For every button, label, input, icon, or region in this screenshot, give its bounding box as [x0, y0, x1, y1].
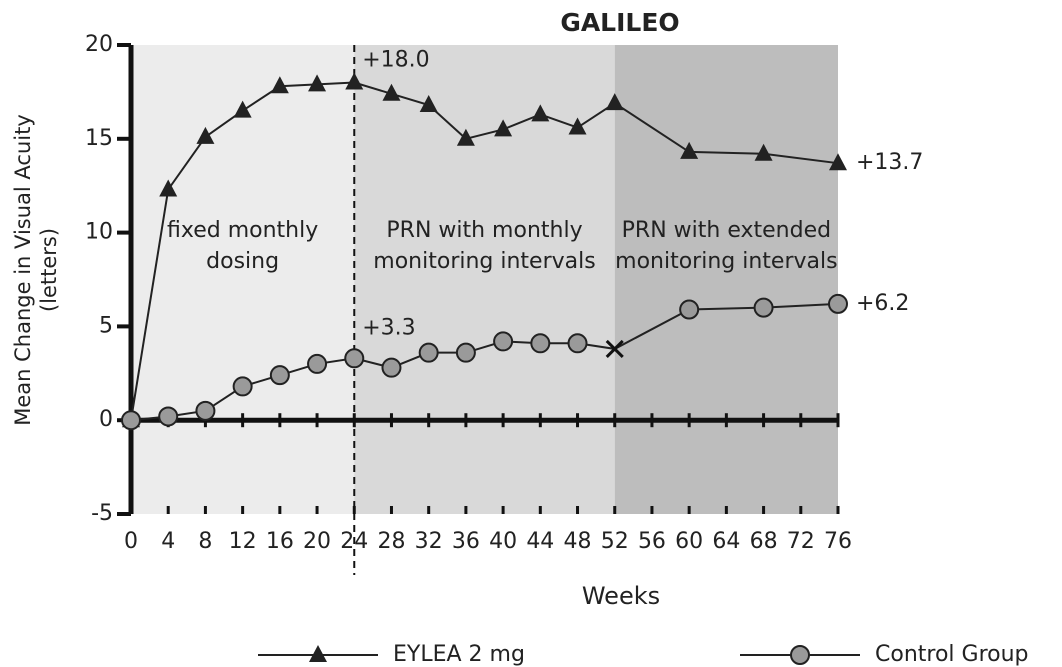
x-tick-label: 12: [229, 529, 257, 554]
region-label: fixed monthly: [167, 218, 318, 243]
legend-label: EYLEA 2 mg: [393, 642, 525, 667]
y-axis-label-line: (letters): [37, 228, 61, 312]
x-tick-label: 52: [601, 529, 629, 554]
marker-triangle: [419, 95, 438, 113]
annotation: +6.2: [856, 291, 909, 316]
legend-label: Control Group: [875, 642, 1029, 667]
region: [354, 45, 615, 514]
marker-triangle: [159, 179, 178, 197]
marker-triangle: [754, 143, 773, 161]
x-tick-label: 8: [198, 529, 212, 554]
marker-triangle: [829, 153, 847, 171]
marker-triangle: [680, 141, 699, 159]
y-tick-label: 20: [85, 32, 113, 57]
x-tick-label: 36: [452, 529, 480, 554]
x-tick-label: 28: [377, 529, 405, 554]
x-tick-label: 16: [266, 529, 294, 554]
marker-triangle: [494, 119, 513, 137]
marker-circle: [381, 357, 402, 378]
marker-circle: [158, 406, 179, 427]
marker-triangle: [308, 74, 327, 92]
region-label: PRN with extended: [622, 218, 831, 243]
marker-circle: [753, 297, 774, 318]
x-tick-label: 72: [787, 529, 815, 554]
marker-circle: [828, 293, 848, 314]
marker-triangle: [382, 83, 401, 101]
marker-circle: [121, 410, 141, 431]
marker-triangle: [456, 128, 475, 146]
chart-title: GALILEO: [560, 8, 679, 37]
x-tick-label: 64: [712, 529, 740, 554]
marker-triangle: [233, 100, 252, 118]
x-tick-label: 20: [303, 529, 331, 554]
region: [131, 45, 355, 514]
x-tick-label: 68: [750, 529, 778, 554]
annotation: +13.7: [856, 150, 923, 175]
marker-circle: [344, 348, 365, 369]
x-tick-label: 0: [124, 529, 138, 554]
y-axis-label: Mean Change in Visual Acuity (letters): [11, 114, 61, 426]
marker-circle: [418, 342, 439, 363]
legend-marker: [790, 645, 810, 665]
x-tick-label: 4: [161, 529, 175, 554]
y-tick-label: -5: [91, 501, 113, 526]
marker-triangle: [605, 93, 624, 111]
x-tick-label: 48: [564, 529, 592, 554]
y-tick-label: 15: [85, 126, 113, 151]
marker-triangle: [345, 72, 364, 90]
marker-circle: [307, 353, 328, 374]
y-axis-label-line: Mean Change in Visual Acuity: [11, 114, 35, 426]
y-tick-label: 10: [85, 220, 113, 245]
marker-circle: [567, 333, 588, 354]
marker-circle: [195, 400, 216, 421]
marker-triangle: [531, 104, 550, 122]
y-tick-label: 5: [99, 313, 113, 338]
marker-circle: [455, 342, 476, 363]
marker-circle: [232, 376, 253, 397]
x-tick-label: 40: [489, 529, 517, 554]
annotation: +18.0: [362, 48, 429, 73]
region: [614, 45, 838, 514]
y-tick-label: 0: [99, 407, 113, 432]
marker-triangle: [196, 126, 215, 144]
marker-x: [605, 339, 624, 358]
region-label: PRN with monthly: [386, 218, 582, 243]
x-tick-label: 60: [675, 529, 703, 554]
marker-circle: [679, 299, 700, 320]
marker-triangle: [568, 117, 587, 135]
marker-circle: [493, 331, 514, 352]
x-tick-label: 56: [638, 529, 666, 554]
marker-triangle: [270, 76, 289, 94]
x-tick-label: 44: [526, 529, 554, 554]
region-label: dosing: [206, 249, 279, 274]
x-tick-label: 76: [824, 529, 852, 554]
legend-marker: [309, 645, 327, 662]
marker-circle: [530, 333, 551, 354]
region-label: monitoring intervals: [615, 249, 837, 274]
marker-circle: [269, 365, 290, 386]
region-label: monitoring intervals: [373, 249, 595, 274]
x-axis-label: Weeks: [582, 582, 660, 610]
x-tick-label: 32: [415, 529, 443, 554]
annotation: +3.3: [362, 315, 415, 340]
